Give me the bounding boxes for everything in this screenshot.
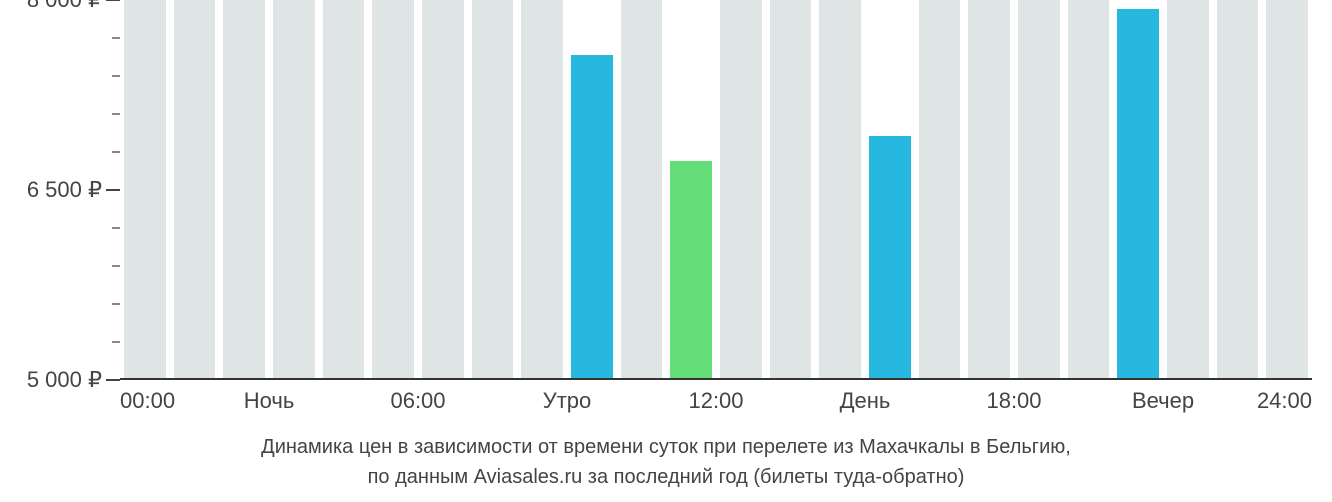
bar-slot [1113,0,1163,378]
x-label: 24:00 [1257,388,1312,414]
x-axis: 00:00 Ночь 06:00 Утро 12:00 День 18:00 Вечер 24:… [120,380,1312,420]
y-tick-minor [112,227,120,229]
x-label: Ночь [244,388,295,414]
bar-hour-1 [174,0,216,378]
y-tick-label: 8 000 ₽ [27,0,102,13]
bar-slot [468,0,518,378]
bar-hour-23 [1266,0,1308,378]
bar-slot [666,0,716,378]
bar-hour-3 [273,0,315,378]
bar-slot [1163,0,1213,378]
x-label: 18:00 [986,388,1041,414]
x-label: День [840,388,891,414]
bar-hour-10 [621,0,663,378]
bar-hour-12 [720,0,762,378]
bar-slot [1064,0,1114,378]
bar-hour-19 [1068,0,1110,378]
bar-slot [368,0,418,378]
bar-hour-14 [819,0,861,378]
bar-slot [815,0,865,378]
bar-hour-5 [372,0,414,378]
bar-slot [1014,0,1064,378]
bar-hour-11 [670,161,712,378]
bar-hour-17 [968,0,1010,378]
bar-slot [120,0,170,378]
bar-slot [170,0,220,378]
y-tick-label: 6 500 ₽ [27,177,102,203]
y-tick-mark [106,0,120,1]
bar-slot [1262,0,1312,378]
y-tick-minor [112,341,120,343]
bar-hour-8 [521,0,563,378]
y-tick-minor [112,37,120,39]
bar-slot [617,0,667,378]
bar-hour-22 [1217,0,1259,378]
bar-hour-0 [124,0,166,378]
bars-container [120,0,1312,378]
bar-hour-7 [472,0,514,378]
bar-hour-2 [223,0,265,378]
bar-hour-4 [323,0,365,378]
y-tick-minor [112,265,120,267]
x-label: 06:00 [390,388,445,414]
y-tick-mark [106,379,120,381]
bar-hour-9 [571,55,613,378]
bar-slot [766,0,816,378]
chart-caption: Динамика цен в зависимости от времени су… [0,432,1332,492]
x-label: 12:00 [688,388,743,414]
caption-line-2: по данным Aviasales.ru за последний год … [0,462,1332,492]
y-tick-minor [112,75,120,77]
bar-hour-16 [919,0,961,378]
bar-slot [319,0,369,378]
bar-slot [219,0,269,378]
y-axis: 8 000 ₽6 500 ₽5 000 ₽ [0,0,120,380]
bar-hour-20 [1117,9,1159,378]
y-tick-minor [112,303,120,305]
caption-line-1: Динамика цен в зависимости от времени су… [0,432,1332,462]
bar-slot [915,0,965,378]
bar-hour-18 [1018,0,1060,378]
bar-hour-15 [869,136,911,378]
bar-slot [269,0,319,378]
y-tick-minor [112,113,120,115]
x-label: Вечер [1132,388,1194,414]
bar-hour-21 [1167,0,1209,378]
plot-area [120,0,1312,380]
price-by-hour-chart: 8 000 ₽ 6 500 ₽ 5 000 ₽ 00:00 Ночь 06:00 Утро… [0,0,1332,502]
bar-slot [517,0,567,378]
y-tick-label: 5 000 ₽ [27,367,102,393]
bar-hour-6 [422,0,464,378]
bar-slot [964,0,1014,378]
bar-slot [567,0,617,378]
y-tick-minor [112,151,120,153]
x-label: Утро [543,388,592,414]
y-tick-mark [106,189,120,191]
x-label: 00:00 [120,388,175,414]
bar-slot [716,0,766,378]
bar-slot [418,0,468,378]
bar-slot [1213,0,1263,378]
bar-slot [865,0,915,378]
bar-hour-13 [770,0,812,378]
